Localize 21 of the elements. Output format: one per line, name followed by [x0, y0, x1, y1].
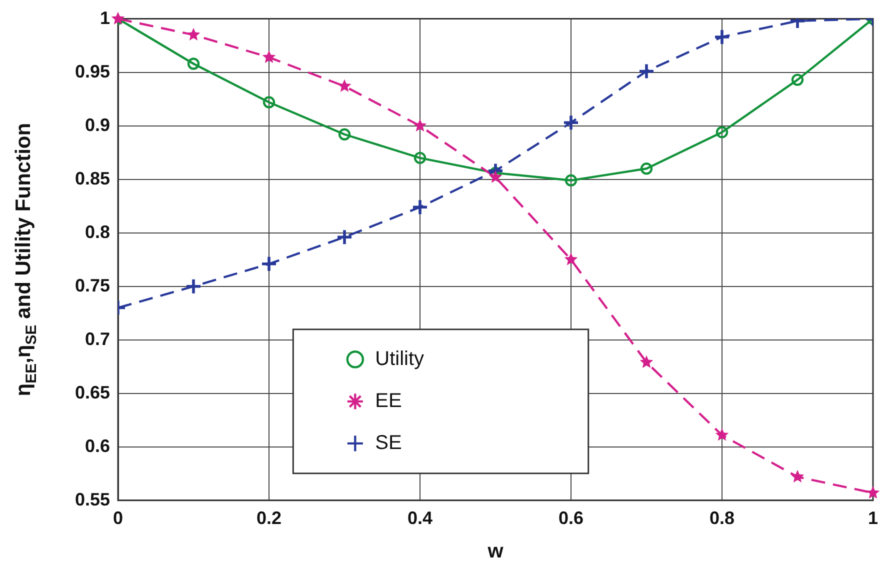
legend-label: SE: [375, 432, 402, 454]
x-tick-label: 0.6: [558, 508, 584, 528]
y-tick-label: 0.55: [74, 489, 110, 510]
y-tick-label: 0.85: [74, 168, 110, 188]
y-tick-label: 0.9: [84, 114, 110, 135]
y-tick-label: 1: [100, 8, 110, 28]
x-tick-label: 1: [868, 508, 878, 528]
y-axis-title: ηEE,ηSE and Utility Function: [12, 122, 40, 396]
legend-label: EE: [375, 390, 402, 412]
y-tick-label: 0.6: [84, 436, 110, 456]
legend-label: Utility: [375, 348, 424, 370]
x-axis-title: w: [486, 540, 504, 563]
y-tick-label: 0.7: [84, 328, 110, 349]
y-tick-label: 0.95: [74, 61, 110, 82]
x-tick-label: 0.2: [256, 508, 282, 528]
y-tick-label: 0.8: [84, 222, 110, 242]
x-tick-label: 0.8: [709, 508, 735, 528]
y-tick-label: 0.75: [74, 275, 110, 296]
y-tick-label: 0.65: [74, 382, 110, 402]
x-tick-label: 0.4: [407, 508, 433, 528]
x-tick-label: 0: [112, 508, 124, 528]
